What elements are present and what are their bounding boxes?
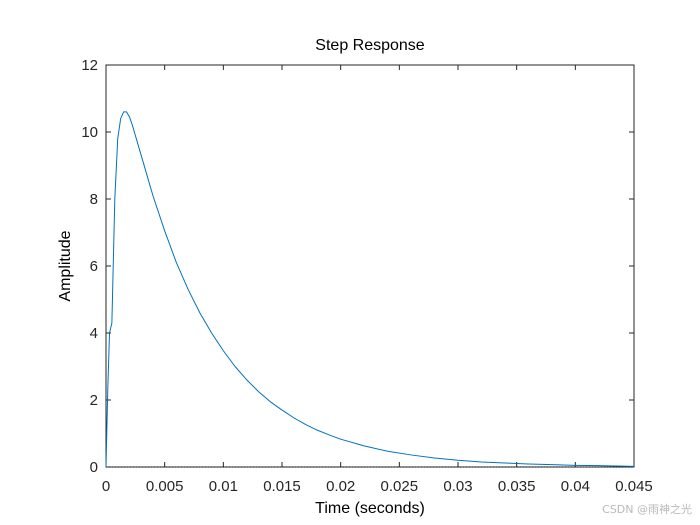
y-axis-label: Amplitude <box>57 230 74 301</box>
y-tick-label: 8 <box>90 191 98 208</box>
x-tick-label: 0.025 <box>381 478 419 495</box>
y-tick-label: 12 <box>81 57 98 74</box>
x-tick-label: 0.02 <box>326 478 355 495</box>
x-axis-label: Time (seconds) <box>315 500 425 517</box>
x-tick-label: 0.045 <box>615 478 653 495</box>
x-tick-label: 0.03 <box>443 478 472 495</box>
series-layer <box>105 111 635 468</box>
y-tick-label: 10 <box>81 124 98 141</box>
x-tick-label: 0.01 <box>209 478 238 495</box>
watermark: CSDN @雨神之光 <box>602 503 692 516</box>
plot-area <box>105 64 635 468</box>
x-tick-label: 0.005 <box>146 478 184 495</box>
y-tick-label: 2 <box>90 392 98 409</box>
x-tick-label: 0.04 <box>561 478 590 495</box>
chart-title: Step Response <box>315 37 425 54</box>
y-tick-label: 4 <box>90 325 98 342</box>
x-tick-label: 0.015 <box>263 478 301 495</box>
x-tick-label: 0 <box>102 478 110 495</box>
y-tick-label: 6 <box>90 258 98 275</box>
axis-ticks: 0 0.005 0.01 0.015 0.02 0.025 0.03 0.035 0.04 0.0… <box>81 57 652 495</box>
y-tick-label: 0 <box>90 459 98 476</box>
x-tick-label: 0.035 <box>498 478 536 495</box>
step-response-series-line <box>105 111 635 468</box>
